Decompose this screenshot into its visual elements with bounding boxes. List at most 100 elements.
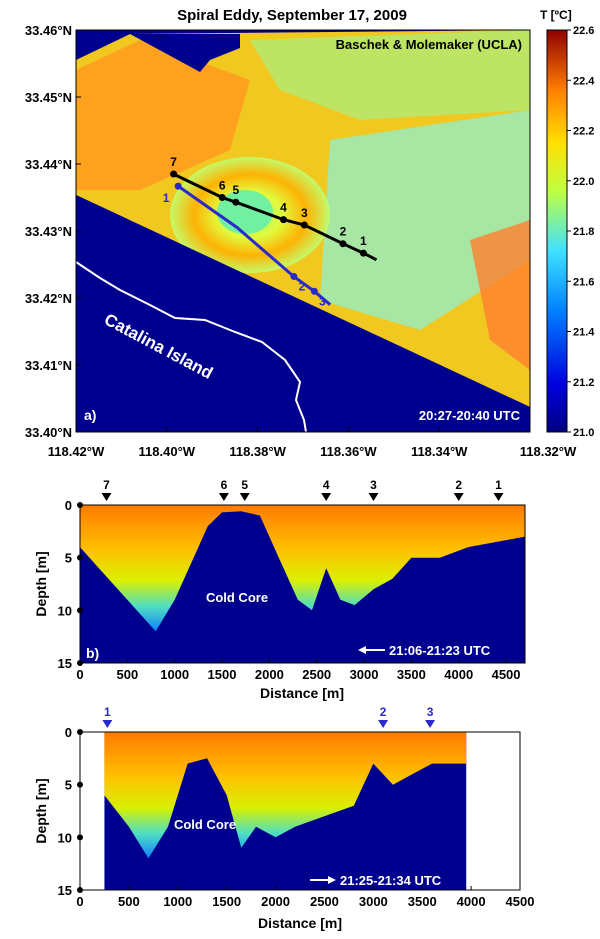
panel-b-y-tick-label: 10 [58,603,72,618]
black-transect-point-label: 6 [219,179,226,193]
panel-b-marker [321,493,332,501]
panel-c-y-tick-mark [77,729,83,735]
colorbar-gradient [546,29,568,433]
panel-b-x-ticks: 0 500 1000 1500 2000 2500 3000 3500 4000 4500 [76,659,521,682]
colorbar-tick-label: 22.0 [573,176,594,188]
black-transect-point-label: 2 [340,225,347,239]
sst-warm-north [76,40,250,190]
figure-title: Spiral Eddy, September 17, 2009 [177,7,407,24]
panel-b-y-tick-mark [77,607,83,614]
lat-tick-label: 33.43°N [25,224,72,239]
black-transect-points: 7 6 5 4 3 21 [170,155,367,257]
panel-b-warm-layer [80,505,525,632]
lat-tick-label: 33.42°N [25,291,72,306]
panel-b-marker-label: 6 [221,478,228,492]
panel-c-time-label: 21:25-21:34 UTC [340,873,442,888]
panel-c-y-tick-mark [77,834,83,841]
blue-transect-point-label: 3 [319,294,326,308]
panel-b-marker [218,493,229,501]
panel-b-x-tick-label: 4000 [444,667,473,682]
panel-b-marker-label: 5 [241,478,248,492]
lon-tick-label: 118.38°W [229,444,286,459]
lat-tick-label: 33.41°N [25,358,72,373]
panel-c-y-tick-label: 10 [58,830,72,845]
colorbar-tick-label: 22.2 [573,126,594,138]
credit-label: Baschek & Molemaker (UCLA) [336,37,522,52]
panel-c-x-tick-label: 0 [76,894,83,909]
panel-b-marker-label: 7 [103,478,110,492]
catalina-island-mask [76,195,530,432]
panel-c-x-tick-label: 3000 [359,894,388,909]
panel-b-ylabel: Depth [m] [33,551,49,616]
north-cut-mask [130,34,240,72]
panel-c-cold-core-text: Cold Core [174,817,236,832]
blue-transect-point [174,182,182,190]
panel-c-marker-label: 3 [427,705,434,719]
panel-c-xlabel: Distance [m] [258,915,342,931]
panel-c-frame [79,731,521,891]
colorbar-tick-label: 22.4 [573,75,595,87]
colorbar-label: T [ºC] [540,8,572,22]
panel-b-x-tick-label: 3500 [397,667,426,682]
panel-b-x-tick-label: 500 [116,667,138,682]
panel-c-y-tick-label: 15 [58,883,72,898]
colorbar-tick-label: 21.2 [573,377,594,389]
panel-b-marker-label: 2 [455,478,462,492]
black-transect-point-label: 7 [170,155,177,169]
panel-b-time-label: 21:06-21:23 UTC [389,643,491,658]
map-longitude-ticks: 118.42°W 118.40°W 118.38°W 118.36°W 118.34°W… [48,427,577,459]
panel-c-x-tick-label: 1500 [212,894,241,909]
panel-b-y-ticks: 0 5 10 15 [58,498,83,671]
lat-tick-label: 33.44°N [25,157,72,172]
colorbar-tick-label: 21.0 [573,427,594,439]
panel-c-label: c) [86,872,98,888]
panel-c-x-tick-label: 500 [118,894,140,909]
panel-b-x-tick-label: 4500 [492,667,521,682]
panel-b-marker [453,493,464,501]
panel-c-x-tick-label: 2000 [261,894,290,909]
panel-c-x-ticks: 0 500 1000 1500 2000 2500 3000 3500 4000 4500 [76,886,534,909]
panel-c-cold-core-label: Cold Core [174,817,236,832]
lat-tick-label: 33.45°N [25,90,72,105]
black-transect-point [170,170,178,178]
panel-c-ylabel: Depth [m] [33,778,49,843]
colorbar-tick-label: 21.4 [573,327,595,339]
panel-c-arrow [310,876,336,884]
colorbar-ticks: 22.6 22.4 22.2 22.0 21.8 21.6 21.4 21.2 21.0 [567,25,595,439]
black-transect-point-label: 3 [301,206,308,220]
lon-tick-label: 118.36°W [320,444,377,459]
blue-transect-point [290,273,298,281]
panel-b-marker [239,493,250,501]
black-transect-point [218,194,226,201]
panel-c-x-tick-label: 1000 [163,894,192,909]
lon-tick-label: 118.32°W [520,444,577,459]
panel-b-arrow [358,646,385,654]
sst-cyan-northeast [250,30,530,120]
panel-c-marker [102,720,113,728]
lon-tick-label: 118.42°W [48,444,105,459]
black-transect-point-label: 1 [360,234,367,248]
panel-c-y-tick-label: 0 [65,725,72,740]
panel-c-markers: 1 2 3 [102,705,436,728]
coastline [76,261,307,432]
colorbar: T [ºC] 22.622.422.222.021.821.621.421.22… [540,8,595,439]
black-transect-point [300,221,308,229]
map-panel-label: a) [84,407,96,423]
panel-b-label: b) [86,645,99,661]
panel-b-x-tick-label: 1000 [160,667,189,682]
panel-b-y-tick-label: 0 [65,498,72,513]
panel-c-marker-label: 1 [104,705,111,719]
panel-c-y-tick-mark [77,781,83,788]
lat-tick-label: 33.40°N [25,425,72,440]
panel-c-y-tick-label: 5 [65,778,72,793]
panel-c-marker-label: 2 [380,705,387,719]
panel-b-marker [493,493,504,501]
panel-c-x-tick-label: 4000 [457,894,486,909]
blue-transect-points: 123 [163,182,326,308]
panel-b-x-tick-label: 0 [76,667,83,682]
panel-b-x-tick-label: 2000 [255,667,284,682]
